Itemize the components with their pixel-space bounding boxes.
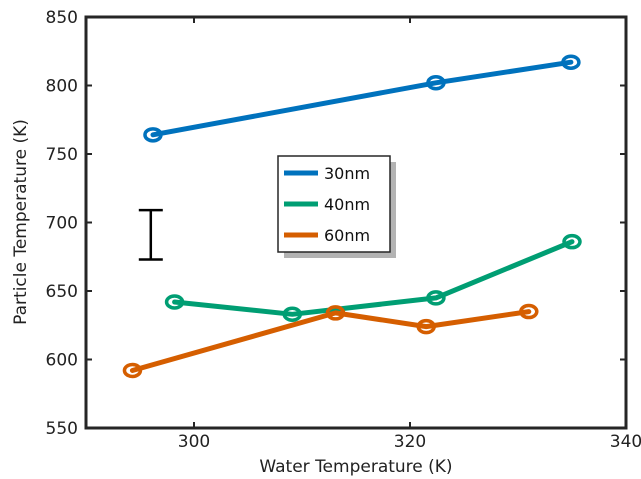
y-axis-title: Particle Temperature (K) bbox=[11, 119, 31, 325]
y-tick-label: 800 bbox=[46, 77, 78, 97]
data-point-30nm bbox=[143, 127, 163, 143]
y-tick-label: 650 bbox=[46, 282, 78, 302]
legend-label-60nm: 60nm bbox=[324, 226, 370, 245]
series-line-30nm bbox=[150, 59, 574, 138]
x-axis-title: Water Temperature (K) bbox=[259, 457, 452, 477]
y-tick-label: 850 bbox=[46, 8, 78, 28]
data-point-60nm bbox=[122, 362, 143, 379]
series-line-60nm bbox=[129, 309, 532, 373]
y-axis: 550 600 650 700 750 800 850 bbox=[46, 8, 626, 439]
x-tick-label: 340 bbox=[610, 432, 641, 452]
y-tick-label: 600 bbox=[46, 351, 78, 371]
data-point-40nm bbox=[562, 233, 582, 250]
data-point-40nm bbox=[426, 290, 446, 306]
series-layer bbox=[122, 54, 582, 379]
data-point-30nm bbox=[561, 54, 581, 70]
data-point-60nm bbox=[325, 305, 346, 321]
legend: 30nm 40nm 60nm bbox=[277, 155, 396, 258]
legend-label-30nm: 30nm bbox=[324, 164, 370, 183]
legend-label-40nm: 40nm bbox=[324, 195, 370, 214]
y-tick-label: 550 bbox=[46, 419, 78, 439]
data-point-30nm bbox=[426, 75, 446, 91]
error-bar bbox=[138, 208, 163, 261]
x-axis: 300 320 340 bbox=[178, 17, 641, 452]
data-point-60nm bbox=[416, 318, 436, 335]
y-tick-label: 750 bbox=[46, 145, 78, 165]
data-point-40nm bbox=[282, 306, 303, 323]
x-tick-label: 300 bbox=[178, 432, 210, 452]
data-point-60nm bbox=[519, 303, 539, 320]
series-line-40nm bbox=[172, 239, 575, 317]
x-tick-label: 320 bbox=[394, 432, 426, 452]
y-tick-label: 700 bbox=[46, 214, 78, 234]
data-point-40nm bbox=[164, 294, 185, 310]
